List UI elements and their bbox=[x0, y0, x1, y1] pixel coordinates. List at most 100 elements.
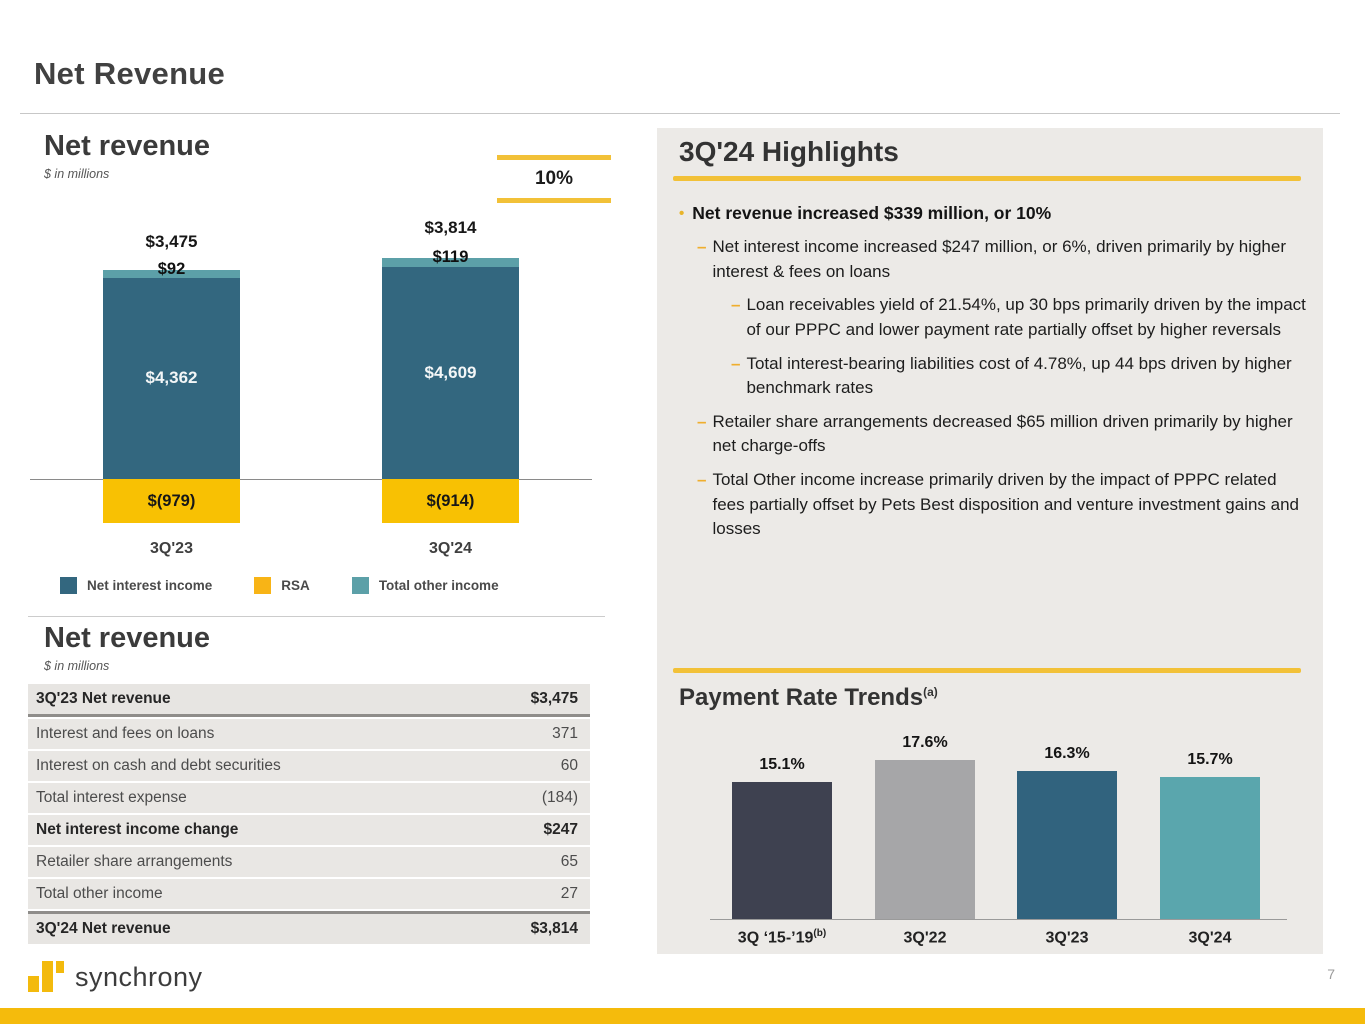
payment-bar-3q23 bbox=[1017, 771, 1117, 919]
table-row: Retailer share arrangements 65 bbox=[28, 847, 590, 877]
net-revenue-chart-header: Net revenue $ in millions bbox=[44, 130, 210, 181]
bullet-level-1: • Net revenue increased $339 million, or… bbox=[679, 202, 1313, 226]
payment-category-label: 3Q'22 bbox=[855, 928, 995, 947]
segment-net-interest-income bbox=[103, 278, 240, 479]
logo-bar-tall bbox=[42, 961, 53, 992]
highlights-panel: 3Q'24 Highlights • Net revenue increased… bbox=[657, 128, 1323, 954]
dash-icon: – bbox=[731, 353, 741, 373]
row-label: Net interest income change bbox=[36, 821, 239, 838]
payment-bar-3q22 bbox=[875, 760, 975, 919]
legend-item-rsa: RSA bbox=[254, 577, 310, 594]
payment-category-text: 3Q'22 bbox=[903, 929, 947, 947]
bullet-level-2: – Total Other income increase primarily … bbox=[697, 468, 1313, 542]
row-value: $3,814 bbox=[530, 920, 578, 937]
bar-other-income-label: $92 bbox=[157, 260, 186, 278]
highlights-bullet-list: • Net revenue increased $339 million, or… bbox=[679, 190, 1313, 542]
row-value: 27 bbox=[560, 885, 578, 902]
bar-3q24: $3,814 $119 $4,609 $(914) 3Q'24 bbox=[382, 210, 519, 565]
bullet-level-3: – Total interest-bearing liabilities cos… bbox=[731, 352, 1313, 401]
payment-rate-chart: 15.1% 3Q ‘15-’19(b) 17.6% 3Q'22 16.3% 3Q… bbox=[657, 718, 1323, 954]
row-value: $247 bbox=[543, 821, 578, 838]
dash-icon: – bbox=[697, 411, 707, 431]
legend-label: Net interest income bbox=[87, 578, 213, 593]
net-revenue-table-units: $ in millions bbox=[44, 659, 110, 673]
legend-swatch-gold bbox=[254, 577, 272, 594]
bar-rsa-label: $(914) bbox=[426, 492, 475, 510]
bullet-text: Net interest income increased $247 milli… bbox=[712, 237, 1287, 281]
segment-net-interest-income bbox=[382, 267, 519, 479]
synchrony-logo: synchrony bbox=[28, 958, 203, 996]
highlights-title: 3Q'24 Highlights bbox=[679, 136, 899, 167]
row-label: Retailer share arrangements bbox=[36, 853, 233, 870]
chart-legend: Net interest income RSA Total other inco… bbox=[60, 577, 541, 594]
payment-trends-title-text: Payment Rate Trends bbox=[679, 684, 924, 711]
payment-category-text: 3Q'24 bbox=[1188, 929, 1232, 947]
table-row: Total other income 27 bbox=[28, 879, 590, 909]
row-label: 3Q'23 Net revenue bbox=[36, 690, 171, 707]
synchrony-wordmark: synchrony bbox=[75, 961, 203, 992]
bar-total-label: $3,475 bbox=[145, 232, 198, 251]
bar-3q23: $3,475 $92 $4,362 $(979) 3Q'23 bbox=[103, 210, 240, 565]
growth-badge: 10% bbox=[497, 155, 611, 203]
page-title: Net Revenue bbox=[34, 56, 226, 91]
logo-bar-small bbox=[28, 976, 39, 992]
dash-icon: – bbox=[697, 237, 707, 256]
payment-axis-line bbox=[710, 919, 1287, 920]
payment-trends-accent-rule bbox=[673, 668, 1301, 673]
logo-bar-top bbox=[56, 961, 64, 973]
bar-category-label: 3Q'24 bbox=[429, 540, 472, 557]
bar-category-label: 3Q'23 bbox=[150, 540, 193, 557]
row-label: Interest and fees on loans bbox=[36, 725, 215, 742]
footnote-marker-b: (b) bbox=[813, 928, 827, 939]
table-row: Interest and fees on loans 371 bbox=[28, 719, 590, 749]
net-revenue-chart-title: Net revenue bbox=[44, 130, 211, 162]
row-value: 371 bbox=[552, 725, 578, 742]
payment-value-label: 16.3% bbox=[1044, 745, 1090, 762]
payment-value-label: 17.6% bbox=[902, 734, 948, 751]
legend-label: RSA bbox=[281, 578, 310, 593]
net-revenue-chart-units: $ in millions bbox=[44, 167, 110, 181]
payment-category-text: 3Q'23 bbox=[1045, 929, 1089, 947]
payment-value-label: 15.7% bbox=[1187, 751, 1233, 768]
bullet-text: Loan receivables yield of 21.54%, up 30 … bbox=[746, 295, 1306, 339]
table-row: Total interest expense (184) bbox=[28, 783, 590, 813]
section-divider bbox=[28, 616, 605, 617]
legend-swatch-teal bbox=[351, 577, 369, 594]
net-revenue-stacked-chart: $3,475 $92 $4,362 $(979) 3Q'23 $3,814 $1… bbox=[30, 210, 605, 565]
dash-icon: – bbox=[731, 295, 741, 315]
payment-bar-3q24 bbox=[1160, 777, 1260, 919]
payment-category-text: 3Q ‘15-’19 bbox=[737, 929, 814, 947]
net-revenue-table-header: Net revenue $ in millions bbox=[44, 622, 210, 673]
dash-icon: – bbox=[697, 470, 707, 490]
bullet-text: Retailer share arrangements decreased $6… bbox=[712, 411, 1293, 456]
bar-nii-label: $4,362 bbox=[145, 368, 198, 387]
table-footer-row: 3Q'24 Net revenue $3,814 bbox=[28, 911, 590, 944]
table-header-row: 3Q'23 Net revenue $3,475 bbox=[28, 684, 590, 717]
payment-trends-title: Payment Rate Trends(a) bbox=[679, 684, 938, 712]
payment-value-label: 15.1% bbox=[759, 756, 805, 773]
segment-total-other-income bbox=[382, 258, 519, 267]
title-divider bbox=[20, 113, 1340, 114]
payment-category-label: 3Q'23 bbox=[997, 928, 1137, 947]
bullet-level-2: – Net interest income increased $247 mil… bbox=[697, 235, 1313, 284]
table-row: Net interest income change $247 bbox=[28, 815, 590, 845]
row-value: $3,475 bbox=[530, 690, 578, 707]
legend-label: Total other income bbox=[378, 578, 499, 593]
bar-rsa-label: $(979) bbox=[147, 492, 196, 510]
payment-category-label: 3Q'24 bbox=[1140, 928, 1280, 947]
footnote-marker-a: (a) bbox=[923, 685, 938, 699]
net-revenue-table: 3Q'23 Net revenue $3,475 Interest and fe… bbox=[28, 684, 590, 944]
net-revenue-table-title: Net revenue bbox=[44, 622, 211, 654]
page-number: 7 bbox=[1327, 966, 1335, 982]
segment-rsa bbox=[103, 479, 240, 523]
bar-other-income-label: $119 bbox=[432, 248, 469, 266]
bullet-text: Total interest-bearing liabilities cost … bbox=[746, 353, 1292, 398]
row-label: Total other income bbox=[36, 885, 163, 902]
bullet-text: Total Other income increase primarily dr… bbox=[712, 470, 1299, 539]
legend-item-net-interest-income: Net interest income bbox=[60, 577, 212, 594]
bar-total-label: $3,814 bbox=[424, 218, 477, 237]
table-row: Interest on cash and debt securities 60 bbox=[28, 751, 590, 781]
payment-category-label: 3Q ‘15-’19(b) bbox=[712, 928, 852, 947]
bullet-text: Net revenue increased $339 million, or 1… bbox=[692, 203, 1052, 223]
